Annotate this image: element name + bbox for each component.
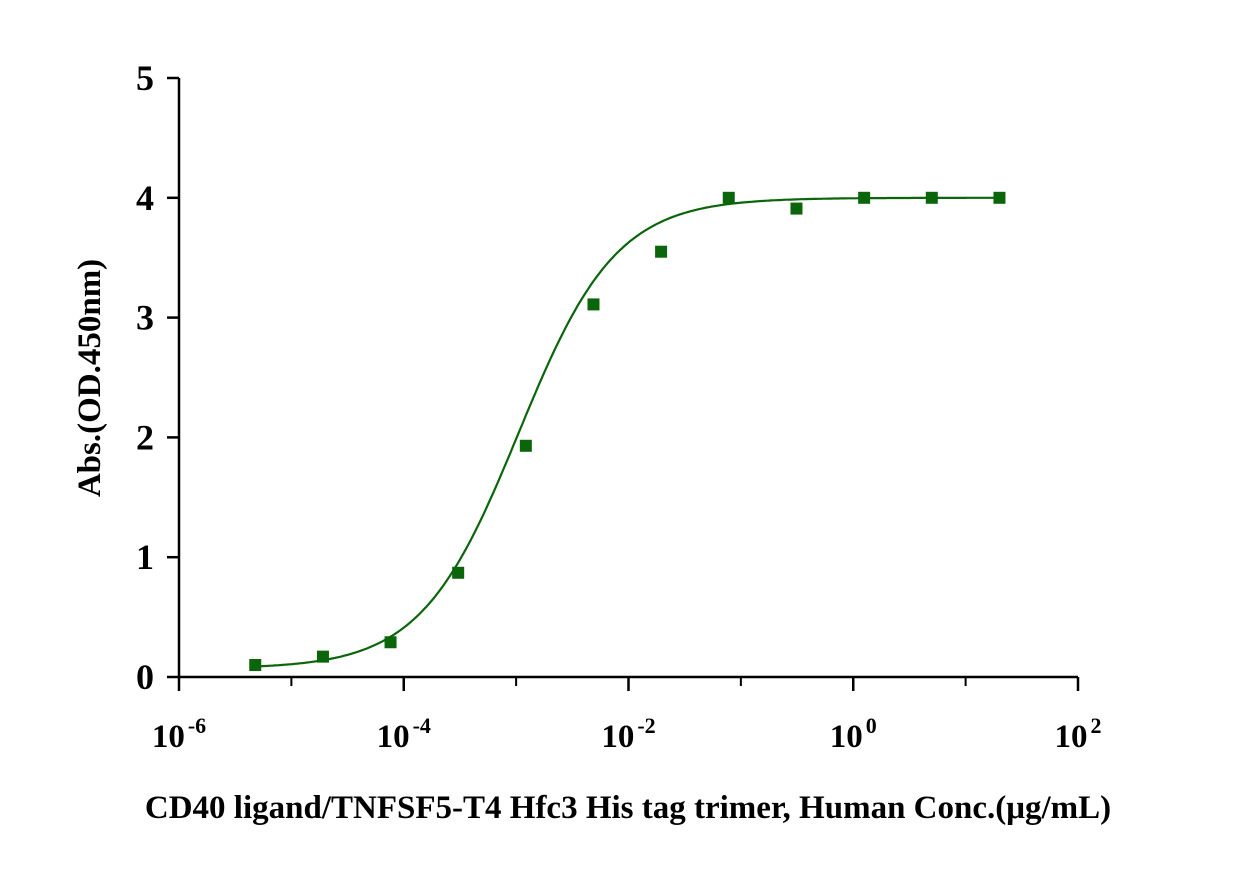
y-tick-label: 2 (136, 417, 154, 457)
data-point (452, 566, 465, 579)
data-point (858, 191, 871, 204)
data-point (993, 191, 1006, 204)
x-tick-label: 10 -4 (377, 713, 431, 755)
x-tick-label: 10 2 (1055, 713, 1102, 755)
x-tick-label: 10 -2 (601, 713, 655, 755)
data-point (316, 650, 329, 663)
data-point (587, 298, 600, 311)
data-point (790, 202, 803, 215)
axes: 0 1 2 3 4 5 10 -6 10 -4 10 -2 10 0 10 2 (136, 58, 1102, 755)
y-tick-label: 1 (136, 537, 154, 577)
y-tick-label: 0 (136, 657, 154, 697)
data-point (249, 659, 262, 672)
data-points (249, 191, 1006, 672)
x-tick-label: 10 0 (830, 713, 877, 755)
y-tick-label: 4 (136, 178, 154, 218)
y-tick-label: 5 (136, 58, 154, 98)
data-point (925, 191, 938, 204)
x-axis-label: CD40 ligand/TNFSF5-T4 Hfc3 His tag trime… (145, 790, 1111, 826)
x-tick-label: 10 -6 (152, 713, 206, 755)
y-tick-label: 3 (136, 298, 154, 338)
data-point (384, 636, 397, 649)
y-axis-label: Abs.(OD.450nm) (72, 259, 108, 497)
data-point (655, 245, 668, 258)
data-point (722, 191, 735, 204)
fit-curve (255, 196, 1000, 668)
data-point (519, 439, 532, 452)
